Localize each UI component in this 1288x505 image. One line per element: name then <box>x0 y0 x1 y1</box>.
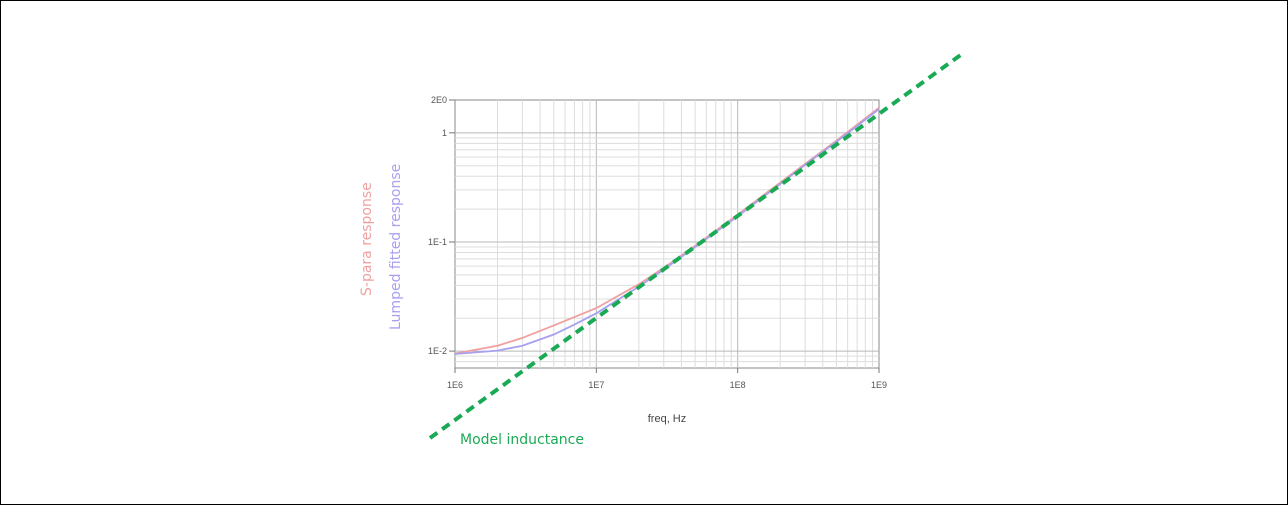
x-tick-label: 1E8 <box>730 380 746 390</box>
x-axis-title: freq, Hz <box>648 413 687 425</box>
y-tick-label: 1 <box>442 128 447 138</box>
model-inductance-line <box>428 52 964 440</box>
x-tick-label: 1E9 <box>871 380 887 390</box>
y-tick-label: 2E0 <box>431 95 447 105</box>
axis-ticks: 1E6 1E7 1E8 1E9 1E-2 1E-1 1 2E0 <box>428 95 887 390</box>
legend-lumped-fitted: Lumped fitted response <box>388 164 404 330</box>
plot-area <box>454 99 880 369</box>
y-tick-label: 1E-2 <box>428 346 447 356</box>
x-tick-label: 1E6 <box>447 380 463 390</box>
y-tick-label: 1E-1 <box>428 237 447 247</box>
legend-s-para: S-para response <box>359 182 375 296</box>
x-tick-label: 1E7 <box>588 380 604 390</box>
model-inductance-label: Model inductance <box>460 432 584 448</box>
